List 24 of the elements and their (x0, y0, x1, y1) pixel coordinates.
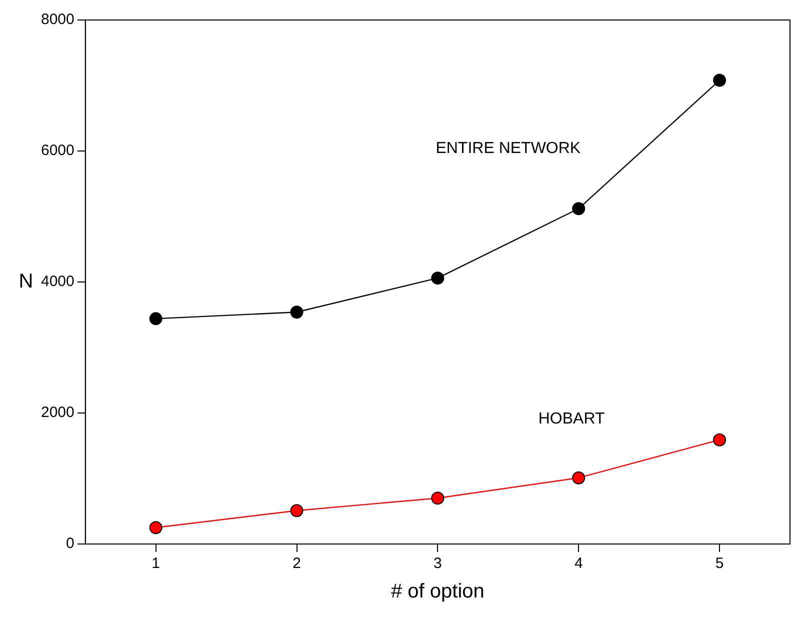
y-tick-label: 2000 (40, 404, 74, 422)
x-tick-label: 3 (434, 555, 442, 572)
y-tick-label: 6000 (40, 142, 74, 160)
point (713, 433, 726, 446)
y-axis-title: N (18, 270, 34, 293)
x-tick-label: 4 (574, 555, 583, 572)
point (572, 471, 586, 484)
x-tick-label: 1 (152, 555, 160, 572)
x-tick-label: 2 (292, 555, 301, 572)
y-tick-label: 8000 (40, 11, 74, 28)
point (431, 492, 444, 505)
point (713, 74, 726, 87)
y-tick-label: 4000 (40, 273, 74, 290)
point (290, 504, 304, 518)
point (149, 312, 162, 326)
text: HOBART (538, 410, 605, 428)
x-tick-label: 5 (715, 555, 724, 572)
point (572, 202, 586, 216)
x-axis-title: # of option (390, 580, 484, 603)
y-tick-label: 0 (66, 535, 74, 552)
text: ENTIRE NETWORK (436, 140, 581, 157)
point (290, 306, 304, 319)
point (149, 521, 162, 534)
point (431, 272, 444, 285)
